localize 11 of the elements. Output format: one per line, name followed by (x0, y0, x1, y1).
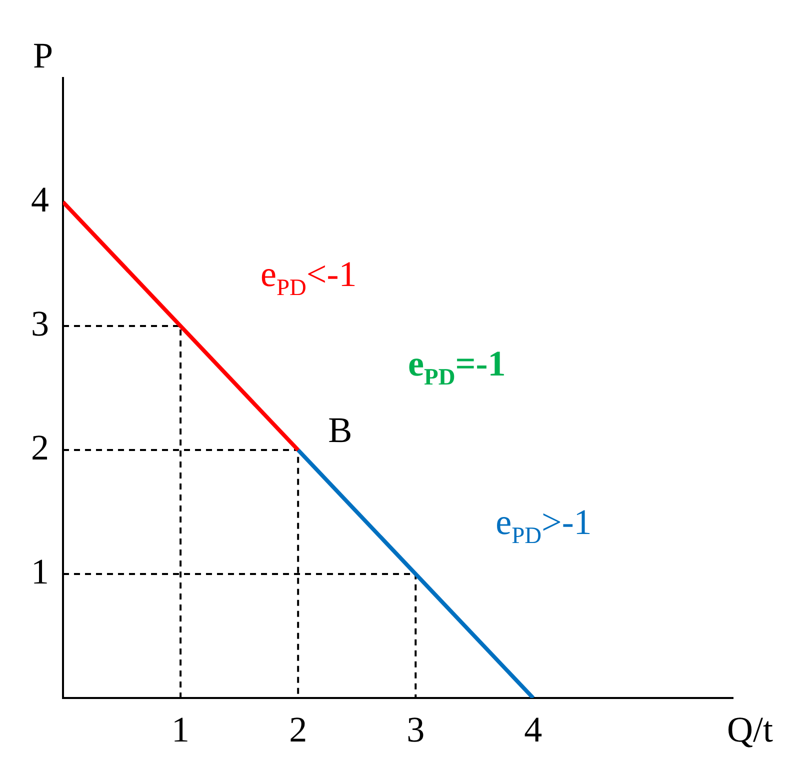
y-tick-label: 4 (31, 179, 49, 220)
y-tick-label: 2 (31, 427, 49, 468)
x-axis-title: Q/t (726, 709, 773, 750)
x-tick-label: 4 (524, 709, 542, 750)
y-tick-label: 3 (31, 303, 49, 344)
annotation: B (328, 410, 352, 450)
x-tick-label: 3 (406, 709, 425, 750)
x-tick-label: 1 (172, 709, 190, 750)
y-tick-label: 1 (31, 551, 49, 592)
x-tick-label: 2 (289, 709, 308, 750)
y-axis-title: P (32, 35, 53, 76)
